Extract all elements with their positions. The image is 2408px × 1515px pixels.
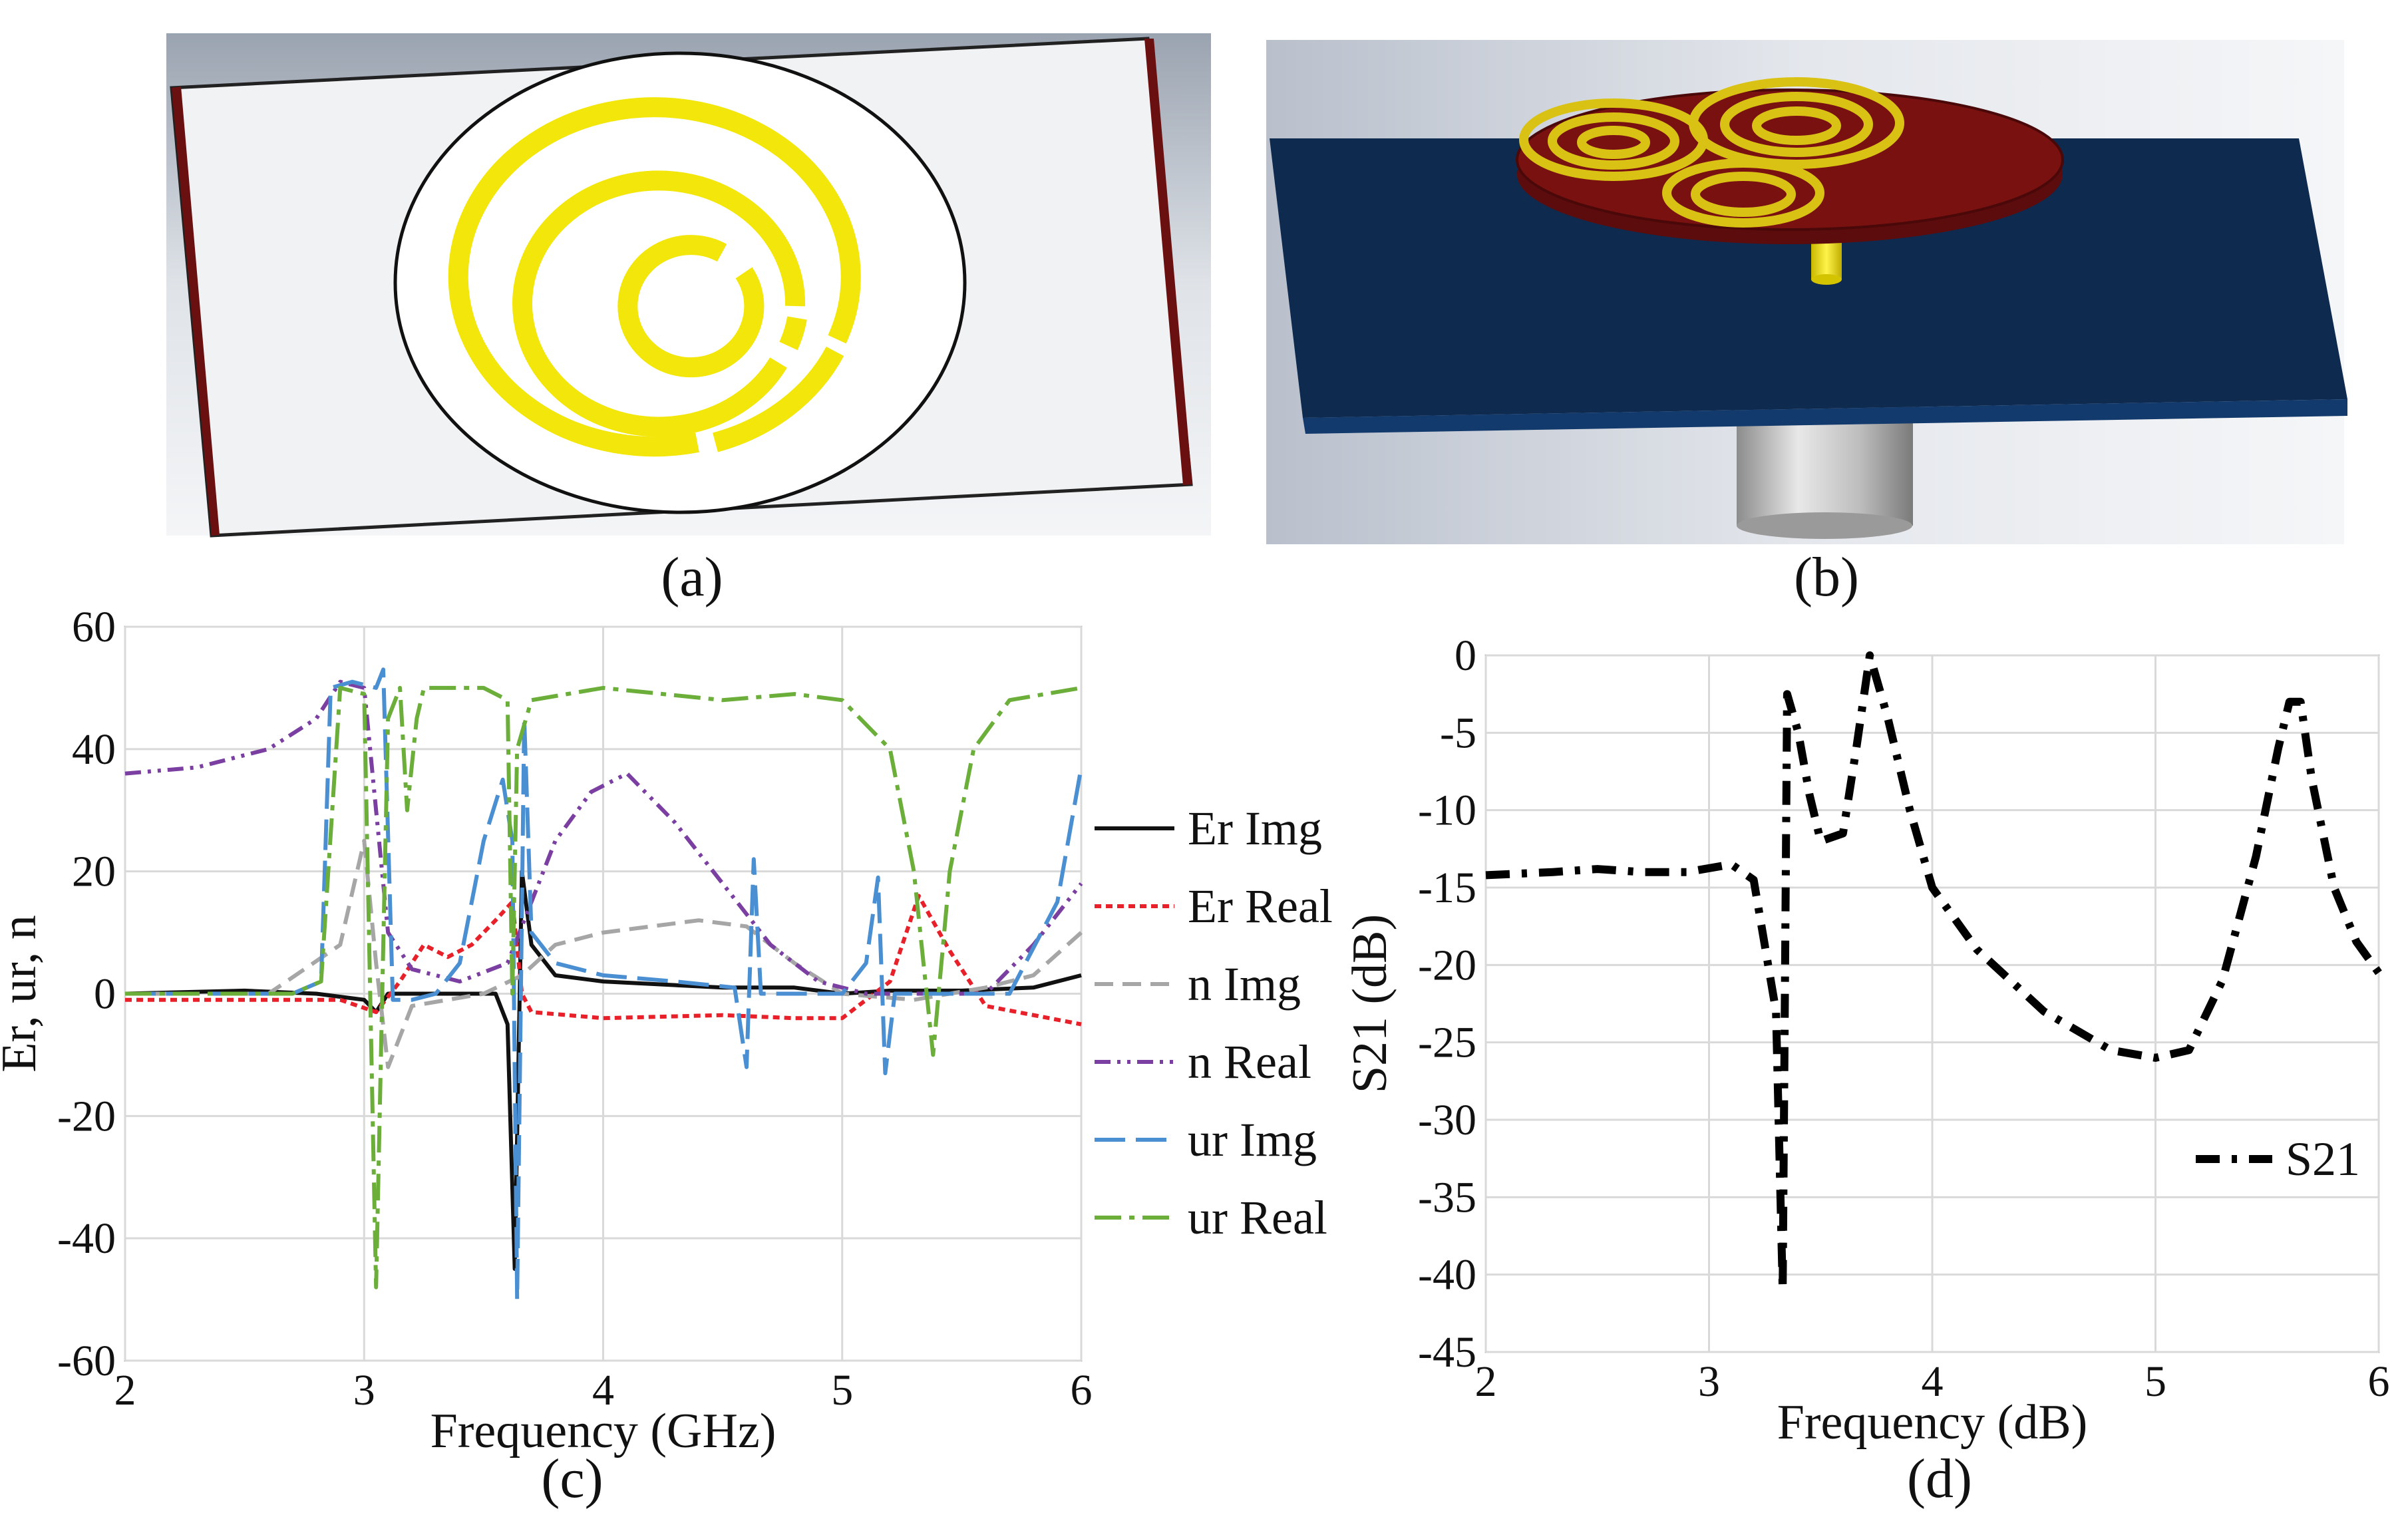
d-legend-label: S21 (2286, 1132, 2360, 1186)
panel-label-b: (b) (1794, 546, 1859, 608)
chart-d-legend: S21 (2196, 1132, 2360, 1186)
d-x-tick-label: 5 (2145, 1357, 2166, 1406)
panel-b-image (1266, 40, 2347, 544)
d-x-tick-label: 4 (1922, 1357, 1944, 1406)
substrate-edge-right (1144, 39, 1192, 485)
d-y-tick-label: -35 (1418, 1173, 1476, 1222)
c-legend-label: n Real (1188, 1035, 1311, 1089)
c-legend-label: Er Img (1188, 802, 1322, 855)
chart-d-x-axis-title: Frequency (dB) (1777, 1395, 2087, 1450)
c-legend-label: ur Img (1188, 1113, 1317, 1166)
chart-c-legend: Er Img Er Real n Img n Real ur Img ur Real (1095, 802, 1333, 1244)
circular-disk (393, 51, 967, 514)
d-x-tick-label: 6 (2368, 1357, 2390, 1406)
c-legend-label: n Img (1188, 957, 1301, 1011)
chart-c-tick-labels: 60 40 20 0 -20 -40 -602 3 4 5 6 (57, 603, 1092, 1415)
c-y-tick-label: 20 (72, 848, 116, 896)
d-y-tick-label: -15 (1418, 864, 1476, 912)
c-series-line-n-real (124, 679, 1083, 996)
chart-d: 0 -5 -10 -15 -20 -25 -30 -35 -40 -452 3 4 5 6 Frequen… (1343, 631, 2390, 1450)
ground-plane-substrate (1270, 138, 2347, 418)
c-y-tick-label: -60 (57, 1337, 116, 1385)
c-x-tick-label: 2 (114, 1366, 136, 1415)
c-y-tick-label: 40 (72, 725, 116, 774)
panel-a-image (166, 33, 1211, 538)
c-x-tick-label: 5 (831, 1366, 853, 1415)
chart-c-y-axis-title: Er, ur, n (0, 915, 47, 1073)
chart-d-grid (1484, 654, 2380, 1353)
c-y-tick-label: -40 (57, 1214, 116, 1263)
c-y-tick-label: 0 (94, 970, 116, 1019)
c-series-line-ur-real (125, 685, 1082, 1289)
c-x-tick-label: 4 (592, 1366, 614, 1415)
c-series-line-n-img (125, 838, 1083, 1069)
chart-c-grid (124, 625, 1083, 1362)
chart-c: 60 40 20 0 -20 -40 -602 3 4 5 6 Frequency (GHz) Er… (0, 603, 1333, 1458)
chart-d-y-axis-title: S21 (dB) (1343, 914, 1397, 1093)
panel-label-a: (a) (661, 546, 723, 608)
panel-label-d: (d) (1907, 1448, 1972, 1510)
c-x-tick-label: 6 (1071, 1366, 1093, 1415)
c-y-tick-label: 60 (72, 603, 116, 651)
chart-c-series (124, 667, 1083, 1302)
c-x-tick-label: 3 (353, 1366, 375, 1415)
d-y-tick-label: -5 (1440, 709, 1476, 757)
d-y-tick-label: -25 (1418, 1019, 1476, 1067)
split-ring-resonator (448, 97, 861, 457)
d-x-tick-label: 2 (1475, 1357, 1497, 1406)
d-x-tick-label: 3 (1698, 1357, 1720, 1406)
chart-d-tick-labels: 0 -5 -10 -15 -20 -25 -30 -35 -40 -452 3 4 5 6 (1418, 631, 2389, 1406)
d-y-tick-label: -20 (1418, 941, 1476, 989)
c-legend-label: Er Real (1188, 880, 1333, 933)
d-y-tick-label: -45 (1418, 1328, 1476, 1377)
d-y-tick-label: -40 (1418, 1251, 1476, 1299)
d-y-tick-label: -30 (1418, 1096, 1476, 1144)
substrate-edge-left (172, 86, 220, 536)
d-y-tick-label: 0 (1455, 631, 1476, 680)
spiral-resonators (1519, 77, 1904, 228)
chart-c-x-axis-title: Frequency (GHz) (430, 1404, 776, 1458)
c-series-line-ur-img (125, 667, 1083, 1302)
d-y-tick-label: -10 (1418, 786, 1476, 835)
panel-label-c: (c) (541, 1448, 603, 1510)
c-legend-label: ur Real (1188, 1191, 1327, 1244)
c-y-tick-label: -20 (57, 1092, 116, 1140)
